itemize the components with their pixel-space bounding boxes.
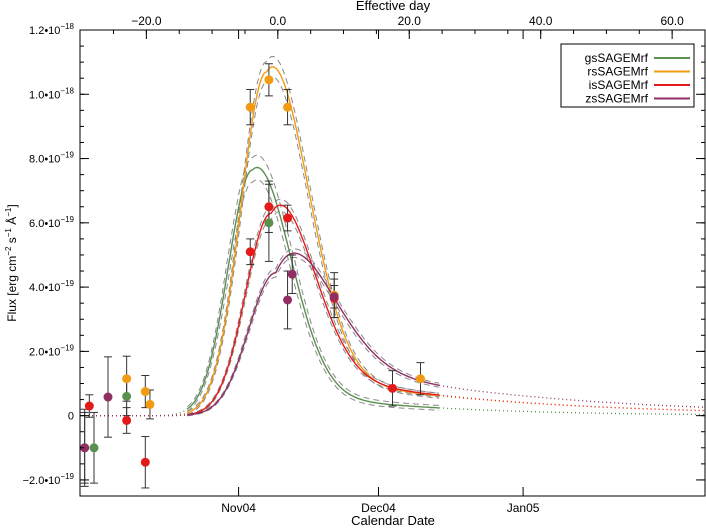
model-curve bbox=[186, 166, 440, 410]
legend-label: rsSAGEMrf bbox=[587, 65, 648, 79]
data-point bbox=[283, 213, 293, 223]
data-point bbox=[122, 374, 132, 384]
y-axis-label: Flux [erg cm−2 s−1 Å−1] bbox=[4, 204, 19, 321]
data-point bbox=[84, 401, 94, 411]
top-tick-label: 20.0 bbox=[398, 14, 422, 28]
top-tick-label: 0.0 bbox=[269, 14, 286, 28]
x-tick-label: Dec04 bbox=[361, 501, 396, 515]
extrapolation-curve bbox=[439, 407, 705, 416]
data-point bbox=[245, 102, 255, 112]
pre-explosion-curve bbox=[80, 414, 188, 417]
y-tick-label: 2.0•10−19 bbox=[29, 343, 75, 358]
band-lower bbox=[187, 210, 440, 417]
data-point bbox=[145, 399, 155, 409]
band-upper bbox=[187, 55, 440, 412]
data-point bbox=[264, 218, 274, 228]
axes: Nov04 Dec04 Jan05 −20.0 0.0 20.0 40.0 60.0 −2.0•… bbox=[23, 14, 705, 515]
model-curve bbox=[187, 252, 440, 416]
data-point bbox=[283, 102, 293, 112]
y-tick-label: 4.0•10−19 bbox=[29, 279, 75, 294]
y-tick-label: 8.0•10−19 bbox=[29, 151, 75, 166]
data-point bbox=[80, 443, 90, 453]
band-lower bbox=[187, 76, 440, 415]
x-tick-label: Nov04 bbox=[221, 501, 256, 515]
data-point bbox=[415, 374, 425, 384]
top-tick-label: 40.0 bbox=[529, 14, 553, 28]
legend-box bbox=[560, 43, 695, 108]
band-upper bbox=[187, 198, 440, 415]
data-point bbox=[283, 295, 293, 305]
extrapolation-curve bbox=[438, 384, 706, 408]
top-axis-label: Effective day bbox=[356, 0, 431, 13]
data-points bbox=[80, 75, 425, 467]
extrapolation-curve bbox=[439, 395, 705, 412]
data-point bbox=[329, 292, 339, 302]
model-curves bbox=[186, 66, 440, 416]
model-curve bbox=[187, 66, 440, 414]
band-lower bbox=[187, 179, 440, 412]
y-tick-label: 1.2•10−18 bbox=[29, 22, 75, 37]
extrapolation-curve bbox=[439, 394, 706, 412]
band-upper bbox=[187, 248, 440, 415]
data-point bbox=[140, 457, 150, 467]
y-tick-label: 6.0•10−19 bbox=[29, 215, 75, 230]
data-point bbox=[103, 392, 113, 402]
data-point bbox=[89, 443, 99, 453]
data-point bbox=[388, 383, 397, 393]
data-point bbox=[122, 415, 132, 425]
band-lower bbox=[187, 256, 440, 417]
data-point bbox=[245, 247, 255, 257]
extrapolation-curves bbox=[80, 384, 706, 417]
x-tick-label: Jan05 bbox=[507, 501, 540, 515]
legend-label: gsSAGEMrf bbox=[585, 51, 649, 65]
model-curve bbox=[187, 204, 440, 416]
data-point bbox=[140, 387, 150, 397]
plot-frame bbox=[79, 29, 706, 497]
data-point bbox=[287, 269, 297, 279]
x-axis-label: Calendar Date bbox=[351, 513, 435, 528]
y-tick-label: −2.0•10−19 bbox=[23, 472, 75, 487]
confidence-bands bbox=[186, 55, 440, 417]
top-tick-label: 60.0 bbox=[660, 14, 684, 28]
band-upper bbox=[186, 154, 440, 408]
legend-label: isSAGEMrf bbox=[589, 78, 649, 92]
top-tick-label: −20.0 bbox=[131, 14, 162, 28]
y-tick-label: 1.0•10−18 bbox=[29, 86, 75, 101]
data-point bbox=[264, 202, 274, 212]
data-point bbox=[122, 391, 132, 401]
legend-label: zsSAGEMrf bbox=[585, 92, 648, 106]
y-tick-label: 0 bbox=[68, 411, 74, 423]
data-point bbox=[264, 75, 274, 85]
